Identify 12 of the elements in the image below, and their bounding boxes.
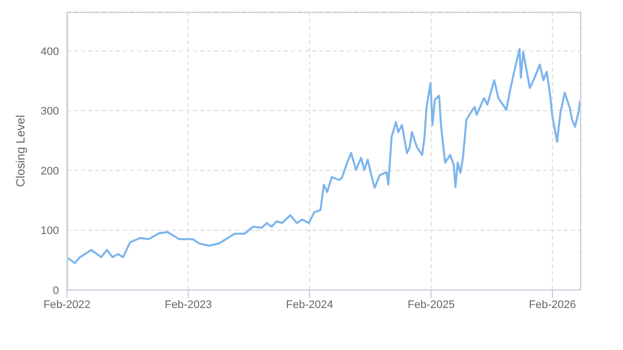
x-tick-label: Feb-2026 — [528, 298, 576, 311]
line-series — [67, 48, 581, 264]
x-tick-label: Feb-2024 — [286, 298, 334, 311]
y-tick-label: 300 — [40, 106, 59, 118]
x-tick-label: Feb-2025 — [408, 298, 455, 311]
y-tick-label: 400 — [40, 46, 59, 58]
y-tick-label: 0 — [52, 284, 59, 297]
y-tick-label: 100 — [40, 225, 59, 238]
y-axis-title: Closing Level — [13, 114, 28, 188]
x-tick-label: Feb-2023 — [164, 298, 212, 311]
y-tick-label: 200 — [40, 165, 59, 178]
x-tick-label: Feb-2022 — [43, 298, 91, 311]
